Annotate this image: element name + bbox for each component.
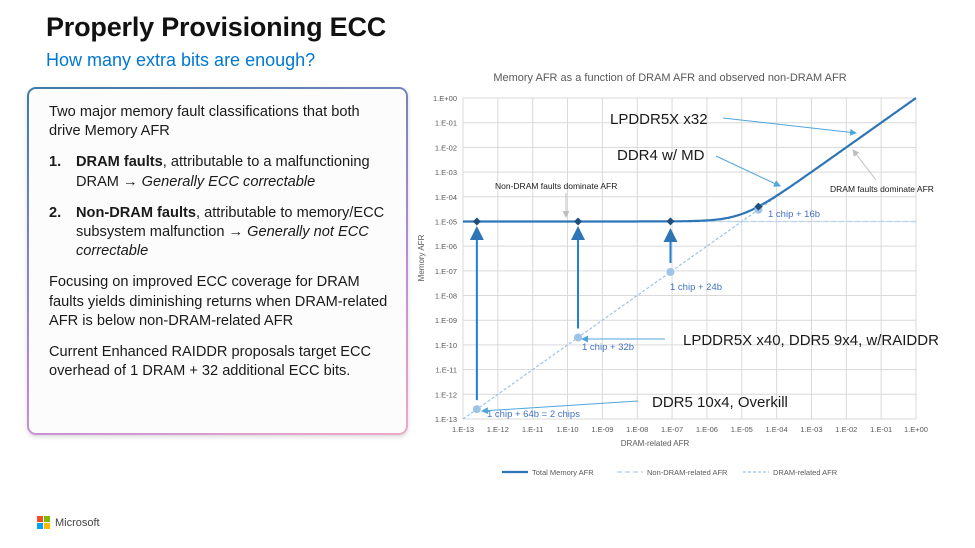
annotation-arrow [715, 155, 781, 187]
list-item-dram-faults: 1. DRAM faults, attributable to a malfun… [49, 153, 392, 191]
y-tick-label: 1.E-13 [435, 415, 457, 424]
x-tick-label: 1.E-03 [800, 425, 822, 434]
dram-afr-point [574, 333, 583, 342]
x-tick-label: 1.E-01 [870, 425, 892, 434]
list-text: , attributable to memory/ECC subsystem m… [76, 204, 385, 241]
annotation-arrow [481, 400, 639, 415]
slide-subtitle: How many extra bits are enough? [46, 50, 316, 70]
x-tick-label: 1.E-05 [731, 425, 753, 434]
brand-name: Microsoft [55, 516, 100, 529]
list-bold: Non-DRAM faults [76, 204, 196, 221]
y-tick-label: 1.E-01 [435, 119, 457, 128]
annotation-dram-dominate: DRAM faults dominate AFR [830, 184, 934, 194]
annotation-ddr5-10x4: DDR5 10x4, Overkill [652, 394, 788, 411]
chart-title: Memory AFR as a function of DRAM AFR and… [493, 72, 846, 84]
y-tick-label: 1.E-03 [435, 168, 457, 177]
x-axis-title: DRAM-related AFR [621, 439, 690, 448]
dram-afr-point [666, 267, 675, 276]
microsoft-logo: Microsoft [37, 516, 100, 529]
x-tick-label: 1.E+00 [904, 425, 928, 434]
annotation-non-dram-dominate: Non-DRAM faults dominate AFR [495, 181, 617, 191]
y-tick-label: 1.E-06 [435, 242, 457, 251]
x-tick-label: 1.E-08 [626, 425, 648, 434]
y-axis-title: Memory AFR [417, 234, 426, 281]
y-tick-label: 1.E-12 [435, 390, 457, 399]
total-afr-marker [666, 217, 675, 226]
total-afr-marker [574, 217, 583, 226]
dram-afr-point [472, 405, 481, 414]
y-tick-label: 1.E-02 [435, 143, 457, 152]
point-label: 1 chip + 64b = 2 chips [487, 409, 580, 420]
x-tick-label: 1.E-04 [766, 425, 788, 434]
x-tick-label: 1.E-06 [696, 425, 718, 434]
y-tick-label: 1.E-05 [435, 217, 457, 226]
point-label: 1 chip + 24b [670, 282, 722, 293]
total-afr-marker [754, 202, 763, 211]
annotation-lpddr5x-x40: LPDDR5X x40, DDR5 9x4, w/RAIDDR [683, 332, 939, 349]
y-tick-label: 1.E-07 [435, 267, 457, 276]
legend-label: DRAM-related AFR [773, 468, 838, 477]
legend-label: Non-DRAM-related AFR [647, 468, 728, 477]
total-afr-marker [472, 217, 481, 226]
annotation-arrow [722, 117, 857, 136]
series-total-memory-afr [463, 97, 917, 223]
list-italic: Generally not ECC correctable [76, 224, 369, 260]
list-text: , attributable to a malfunctioning DRAM … [76, 154, 370, 190]
point-label: 1 chip + 32b [582, 342, 634, 353]
point-label: 1 chip + 16b [768, 209, 820, 220]
y-tick-label: 1.E-04 [435, 193, 457, 202]
list-bold: DRAM faults [76, 154, 163, 171]
intro-text: Two major memory fault classifications t… [49, 104, 360, 140]
y-tick-label: 1.E+00 [433, 94, 457, 103]
x-tick-label: 1.E-02 [835, 425, 857, 434]
x-tick-label: 1.E-09 [591, 425, 613, 434]
x-tick-label: 1.E-10 [556, 425, 578, 434]
x-tick-label: 1.E-11 [522, 425, 544, 434]
list-number: 1. [49, 154, 62, 171]
microsoft-logo-icon [37, 516, 50, 529]
list-italic: Generally ECC correctable [141, 173, 316, 190]
summary-textbox: Two major memory fault classifications t… [27, 87, 408, 435]
list-number: 2. [49, 204, 62, 221]
x-tick-label: 1.E-12 [487, 425, 509, 434]
y-tick-label: 1.E-11 [435, 366, 457, 375]
legend-label: Total Memory AFR [532, 468, 594, 477]
x-tick-label: 1.E-07 [661, 425, 683, 434]
annotation-arrow [852, 149, 877, 181]
x-tick-label: 1.E-13 [452, 425, 474, 434]
annotation-lpddr5x-x32: LPDDR5X x32 [610, 111, 708, 128]
list-item-non-dram-faults: 2. Non-DRAM faults, attributable to memo… [49, 204, 392, 262]
raiddr-paragraph: Current Enhanced RAIDDR proposals target… [49, 344, 372, 380]
focus-paragraph: Focusing on improved ECC coverage for DR… [49, 274, 388, 329]
y-tick-label: 1.E-10 [435, 341, 457, 350]
slide-title: Properly Provisioning ECC [46, 12, 387, 42]
y-tick-label: 1.E-08 [435, 292, 457, 301]
y-tick-label: 1.E-09 [435, 316, 457, 325]
annotation-ddr4-md: DDR4 w/ MD [617, 147, 705, 164]
